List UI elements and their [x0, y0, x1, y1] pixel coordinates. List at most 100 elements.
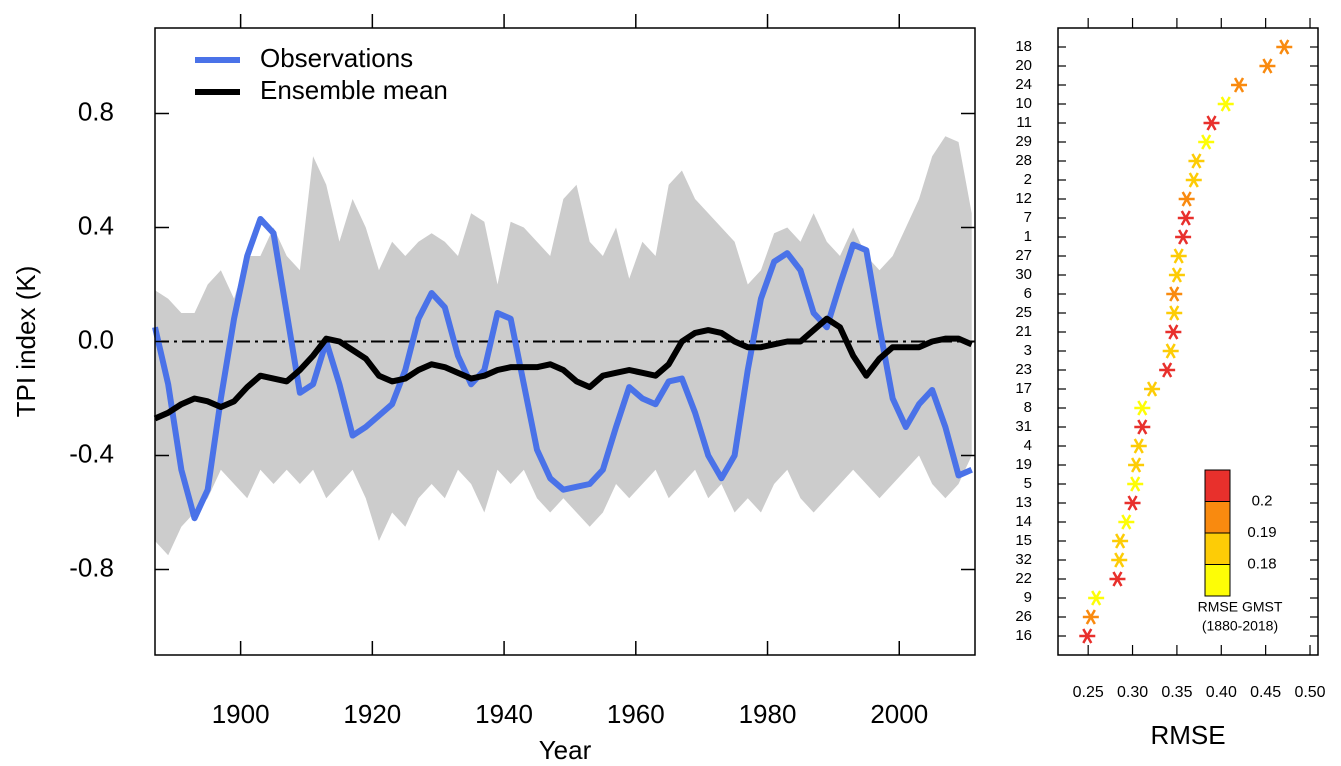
- y-tick-label: 20: [1015, 57, 1032, 74]
- y-tick-label: 24: [1015, 76, 1032, 93]
- point: [1134, 419, 1151, 435]
- point: [1109, 571, 1126, 587]
- point: [1178, 191, 1195, 207]
- y-tick-label: 19: [1015, 456, 1032, 473]
- colorbar-label: 0.18: [1247, 555, 1276, 572]
- x-tick-label: 1940: [475, 699, 533, 729]
- y-tick-label: 0.0: [78, 324, 114, 354]
- point: [1217, 96, 1234, 112]
- point: [1112, 533, 1129, 549]
- point: [1259, 58, 1276, 74]
- colorbar-box: [1204, 501, 1231, 534]
- y-tick-label: 6: [1024, 285, 1032, 302]
- point: [1276, 39, 1293, 55]
- x-axis-label: RMSE: [1150, 720, 1225, 750]
- y-tick-label: 26: [1015, 608, 1032, 625]
- x-tick-label: 0.50: [1294, 684, 1325, 701]
- y-tick-label: -0.8: [69, 552, 114, 582]
- x-tick-label: 1900: [212, 699, 270, 729]
- y-tick-label: 8: [1024, 399, 1032, 416]
- point: [1198, 134, 1215, 150]
- x-tick-label: 0.40: [1206, 684, 1237, 701]
- point: [1111, 552, 1128, 568]
- point: [1175, 229, 1192, 245]
- point: [1079, 628, 1096, 644]
- point: [1231, 77, 1248, 93]
- point: [1128, 457, 1145, 473]
- point: [1166, 286, 1183, 302]
- y-axis-label: TPI index (K): [11, 266, 41, 418]
- y-tick-label: 0.8: [78, 96, 114, 126]
- y-tick-label: 15: [1015, 532, 1032, 549]
- point: [1127, 476, 1144, 492]
- x-tick-label: 1980: [739, 699, 797, 729]
- point: [1130, 438, 1147, 454]
- colorbar-label: 0.2: [1252, 492, 1273, 509]
- point: [1185, 172, 1202, 188]
- point: [1170, 248, 1187, 264]
- point: [1168, 267, 1185, 283]
- y-tick-label: 7: [1024, 209, 1032, 226]
- x-tick-label: 0.45: [1250, 684, 1281, 701]
- colorbar-title: RMSE GMST: [1198, 599, 1283, 615]
- y-tick-label: 2: [1024, 171, 1032, 188]
- point: [1177, 210, 1194, 226]
- colorbar-label: 0.19: [1247, 524, 1276, 541]
- point: [1159, 362, 1176, 378]
- y-tick-label: 25: [1015, 304, 1032, 321]
- y-tick-label: 9: [1024, 589, 1032, 606]
- y-tick-label: 31: [1015, 418, 1032, 435]
- x-axis-label: Year: [539, 735, 592, 765]
- x-tick-label: 0.25: [1073, 684, 1104, 701]
- y-tick-label: 11: [1016, 114, 1032, 131]
- plot-frame: [1057, 27, 1319, 656]
- y-tick-label: 14: [1015, 513, 1032, 530]
- point: [1118, 514, 1135, 530]
- point: [1188, 153, 1205, 169]
- x-tick-label: 1960: [607, 699, 665, 729]
- y-tick-label: -0.4: [69, 438, 114, 468]
- point: [1088, 590, 1105, 606]
- y-tick-label: 21: [1015, 323, 1032, 340]
- x-tick-label: 0.30: [1117, 684, 1148, 701]
- y-tick-label: 23: [1015, 361, 1032, 378]
- y-tick-label: 4: [1024, 437, 1032, 454]
- point: [1162, 343, 1179, 359]
- legend-label: Observations: [260, 43, 413, 73]
- y-tick-label: 18: [1015, 38, 1032, 55]
- y-tick-label: 17: [1015, 380, 1032, 397]
- colorbar-box: [1204, 469, 1231, 502]
- y-tick-label: 30: [1015, 266, 1032, 283]
- y-tick-label: 1: [1024, 228, 1032, 245]
- colorbar-box: [1204, 564, 1231, 597]
- y-tick-label: 29: [1015, 133, 1032, 150]
- y-tick-label: 5: [1024, 475, 1032, 492]
- point: [1134, 400, 1151, 416]
- point: [1203, 115, 1220, 131]
- x-tick-label: 2000: [870, 699, 928, 729]
- y-tick-label: 32: [1015, 551, 1032, 568]
- y-tick-label: 28: [1015, 152, 1032, 169]
- y-tick-label: 10: [1015, 95, 1032, 112]
- point: [1124, 495, 1141, 511]
- legend-label: Ensemble mean: [260, 75, 448, 105]
- point: [1166, 305, 1183, 321]
- y-tick-label: 12: [1015, 190, 1032, 207]
- y-tick-label: 3: [1024, 342, 1032, 359]
- x-tick-label: 1920: [343, 699, 401, 729]
- point: [1144, 381, 1161, 397]
- y-tick-label: 22: [1015, 570, 1032, 587]
- y-tick-label: 27: [1015, 247, 1032, 264]
- x-tick-label: 0.35: [1161, 684, 1192, 701]
- y-tick-label: 0.4: [78, 210, 114, 240]
- y-tick-label: 13: [1015, 494, 1032, 511]
- point: [1165, 324, 1182, 340]
- series-line: [152, 215, 973, 522]
- colorbar-subtitle: (1880-2018): [1202, 618, 1278, 634]
- colorbar-box: [1204, 532, 1231, 565]
- spread-band: [155, 136, 972, 556]
- series-line: [153, 315, 973, 422]
- point: [1082, 609, 1099, 625]
